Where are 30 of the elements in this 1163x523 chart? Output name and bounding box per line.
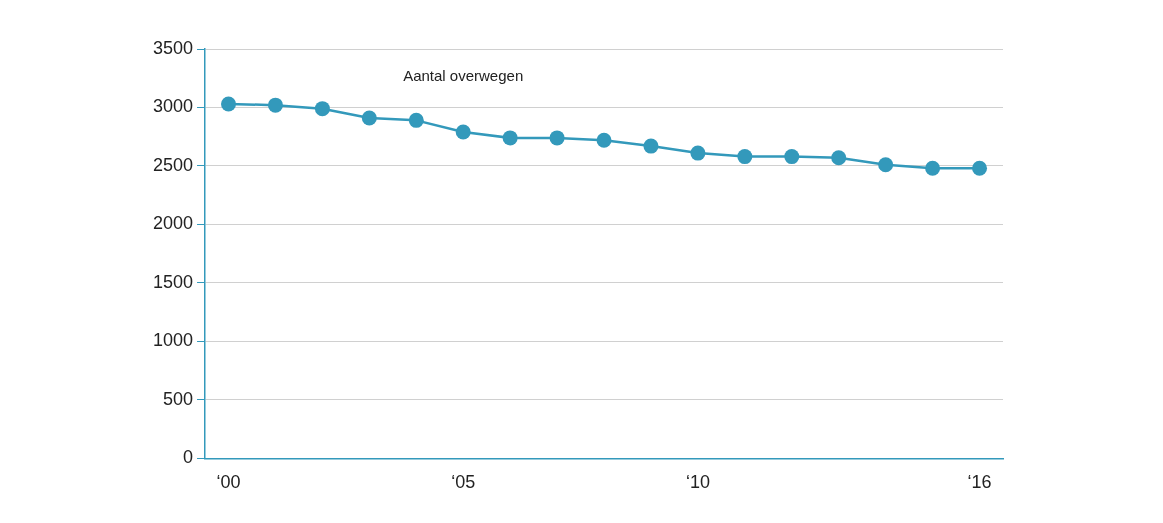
point [784, 149, 800, 165]
y-tick-label: 500 [163, 388, 194, 409]
x-tick-label: ‘05 [451, 472, 476, 493]
point [455, 124, 471, 140]
y-tick-label: 3500 [153, 37, 194, 58]
y-tick-label: 2500 [153, 154, 194, 175]
point [314, 101, 330, 117]
point [925, 160, 941, 176]
y-tick-label: 1500 [153, 271, 194, 292]
point [878, 157, 894, 173]
point [549, 130, 565, 146]
point [643, 138, 659, 154]
x-tick-label: ‘10 [685, 472, 710, 493]
y-tick-label: 3000 [153, 96, 194, 117]
x-tick-label: ‘16 [967, 472, 992, 493]
point [267, 97, 283, 113]
point [408, 112, 424, 128]
point [972, 160, 988, 176]
y-tick-label: 1000 [153, 330, 194, 351]
point [690, 145, 706, 161]
point [596, 132, 612, 148]
point [831, 150, 847, 166]
point [502, 130, 518, 146]
y-tick-label: 2000 [153, 213, 194, 234]
x-tick-label: ‘00 [216, 472, 241, 493]
point [361, 110, 377, 126]
y-tick-label: 0 [183, 447, 194, 468]
point [737, 149, 753, 165]
point [221, 96, 237, 112]
text: Aantal overwegen [403, 67, 524, 85]
